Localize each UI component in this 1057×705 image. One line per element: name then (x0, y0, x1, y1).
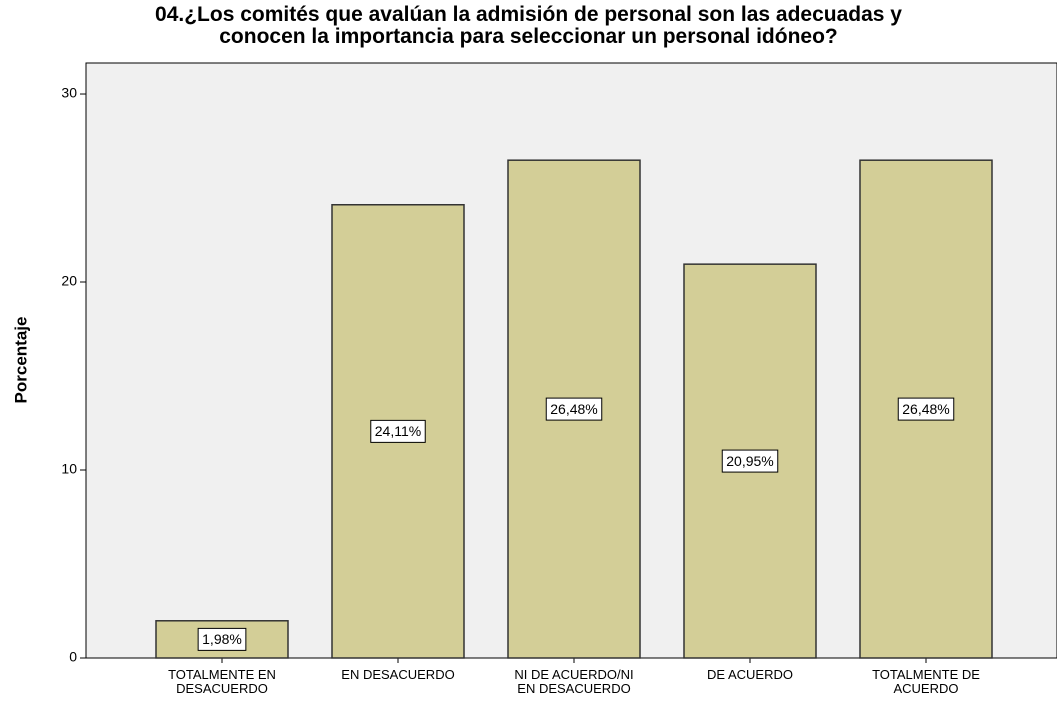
y-tick-label: 30 (61, 85, 77, 101)
value-label-box (721, 449, 779, 473)
value-label-box (370, 419, 426, 443)
y-tick-label: 10 (61, 461, 77, 477)
value-label-box (545, 397, 603, 421)
bar (683, 263, 817, 659)
bar (155, 620, 289, 659)
x-tick-label: DE ACUERDO (707, 667, 793, 682)
y-tick-label: 20 (61, 273, 77, 289)
value-label-box (197, 627, 247, 651)
x-tick-label: NI DE ACUERDO/NI EN DESACUERDO (514, 667, 634, 696)
x-tick-label: TOTALMENTE DE ACUERDO (872, 667, 980, 696)
value-label: 26,48% (902, 401, 949, 417)
value-label-box (897, 397, 955, 421)
value-label: 24,11% (375, 423, 421, 439)
value-label: 1,98% (202, 631, 242, 647)
x-tick-label: EN DESACUERDO (341, 667, 455, 682)
y-tick-label: 0 (69, 649, 77, 665)
chart-title: 04.¿Los comités que avalúan la admisión … (155, 3, 902, 48)
value-label: 26,48% (550, 401, 597, 417)
x-tick-label: TOTALMENTE EN DESACUERDO (168, 667, 276, 696)
y-axis-title: Porcentaje (11, 317, 30, 404)
value-label: 20,95% (726, 453, 773, 469)
